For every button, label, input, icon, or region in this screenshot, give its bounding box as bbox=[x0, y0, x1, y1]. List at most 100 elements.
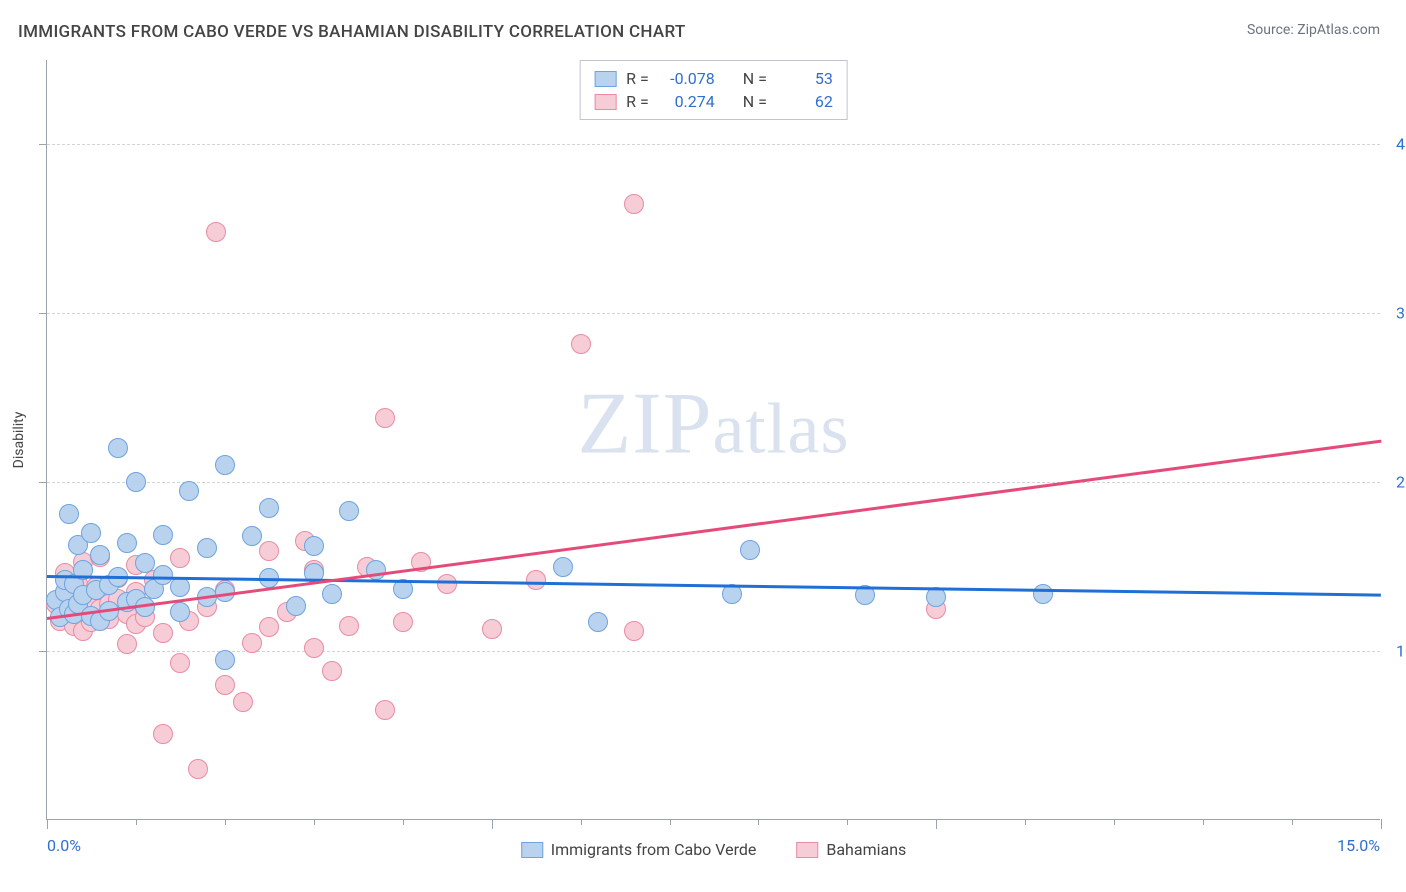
scatter-point-cabo_verde bbox=[126, 472, 146, 492]
scatter-point-cabo_verde bbox=[197, 538, 217, 558]
scatter-point-bahamians bbox=[233, 692, 253, 712]
x-tick-mark bbox=[1203, 819, 1204, 825]
scatter-point-bahamians bbox=[624, 621, 644, 641]
scatter-point-cabo_verde bbox=[588, 612, 608, 632]
scatter-point-bahamians bbox=[153, 623, 173, 643]
y-tick-label: 20.0% bbox=[1386, 473, 1406, 492]
y-tick-label: 40.0% bbox=[1386, 135, 1406, 154]
scatter-point-cabo_verde bbox=[339, 501, 359, 521]
scatter-point-bahamians bbox=[571, 334, 591, 354]
r-value-bahamians: 0.274 bbox=[659, 92, 715, 111]
scatter-point-bahamians bbox=[259, 541, 279, 561]
scatter-point-cabo_verde bbox=[135, 553, 155, 573]
y-tick-label: 30.0% bbox=[1386, 304, 1406, 323]
scatter-point-bahamians bbox=[393, 612, 413, 632]
plot-area: Disability ZIPatlas R = -0.078 N = 53 R … bbox=[46, 60, 1380, 820]
source-link[interactable]: ZipAtlas.com bbox=[1297, 22, 1380, 38]
scatter-point-bahamians bbox=[242, 633, 262, 653]
scatter-point-bahamians bbox=[170, 653, 190, 673]
scatter-point-cabo_verde bbox=[242, 526, 262, 546]
n-label: N = bbox=[743, 92, 767, 111]
scatter-point-cabo_verde bbox=[322, 584, 342, 604]
scatter-point-bahamians bbox=[624, 194, 644, 214]
scatter-point-bahamians bbox=[375, 408, 395, 428]
x-tick-mark bbox=[1292, 819, 1293, 825]
source-attribution: Source: ZipAtlas.com bbox=[1247, 22, 1380, 38]
x-tick-mark bbox=[136, 819, 137, 825]
y-tick-mark bbox=[39, 313, 47, 314]
swatch-bahamians bbox=[796, 842, 818, 858]
r-label: R = bbox=[626, 69, 649, 88]
scatter-point-cabo_verde bbox=[366, 560, 386, 580]
scatter-point-cabo_verde bbox=[304, 536, 324, 556]
x-tick-mark bbox=[581, 819, 582, 825]
x-tick-mark bbox=[492, 819, 493, 829]
scatter-point-bahamians bbox=[215, 675, 235, 695]
y-tick-mark bbox=[39, 651, 47, 652]
scatter-point-cabo_verde bbox=[259, 498, 279, 518]
watermark: ZIPatlas bbox=[578, 374, 850, 475]
correlation-legend: R = -0.078 N = 53 R = 0.274 N = 62 bbox=[579, 60, 848, 120]
legend-item-cabo-verde: Immigrants from Cabo Verde bbox=[521, 840, 757, 859]
scatter-point-cabo_verde bbox=[553, 557, 573, 577]
legend-label-cabo-verde: Immigrants from Cabo Verde bbox=[551, 840, 757, 859]
y-tick-label: 10.0% bbox=[1386, 642, 1406, 661]
legend-row-bahamians: R = 0.274 N = 62 bbox=[594, 90, 833, 113]
scatter-point-cabo_verde bbox=[170, 602, 190, 622]
scatter-point-cabo_verde bbox=[286, 596, 306, 616]
gridline bbox=[47, 144, 1380, 145]
x-tick-mark bbox=[847, 819, 848, 825]
scatter-point-bahamians bbox=[188, 759, 208, 779]
scatter-point-bahamians bbox=[117, 634, 137, 654]
scatter-point-cabo_verde bbox=[108, 438, 128, 458]
x-tick-mark bbox=[936, 819, 937, 829]
x-tick-mark bbox=[47, 819, 48, 829]
y-tick-mark bbox=[39, 144, 47, 145]
swatch-cabo-verde bbox=[594, 71, 616, 87]
swatch-cabo-verde bbox=[521, 842, 543, 858]
x-tick-label: 15.0% bbox=[1337, 836, 1380, 855]
scatter-point-cabo_verde bbox=[59, 504, 79, 524]
x-tick-mark bbox=[1381, 819, 1382, 829]
series-legend: Immigrants from Cabo Verde Bahamians bbox=[521, 840, 907, 859]
scatter-point-cabo_verde bbox=[1033, 584, 1053, 604]
scatter-point-bahamians bbox=[375, 700, 395, 720]
scatter-point-cabo_verde bbox=[153, 565, 173, 585]
r-value-cabo-verde: -0.078 bbox=[659, 69, 715, 88]
scatter-point-cabo_verde bbox=[179, 481, 199, 501]
scatter-point-bahamians bbox=[482, 619, 502, 639]
scatter-point-cabo_verde bbox=[215, 650, 235, 670]
scatter-point-cabo_verde bbox=[215, 455, 235, 475]
gridline bbox=[47, 482, 1380, 483]
chart-title: IMMIGRANTS FROM CABO VERDE VS BAHAMIAN D… bbox=[18, 22, 686, 42]
scatter-point-bahamians bbox=[304, 638, 324, 658]
y-tick-mark bbox=[39, 482, 47, 483]
gridline bbox=[47, 313, 1380, 314]
scatter-point-cabo_verde bbox=[170, 577, 190, 597]
x-tick-mark bbox=[314, 819, 315, 825]
x-tick-mark bbox=[758, 819, 759, 825]
swatch-bahamians bbox=[594, 94, 616, 110]
trendline-cabo_verde bbox=[47, 575, 1381, 596]
scatter-point-cabo_verde bbox=[117, 533, 137, 553]
scatter-point-cabo_verde bbox=[153, 525, 173, 545]
scatter-point-bahamians bbox=[206, 222, 226, 242]
x-tick-mark bbox=[403, 819, 404, 825]
scatter-point-bahamians bbox=[170, 548, 190, 568]
legend-item-bahamians: Bahamians bbox=[796, 840, 906, 859]
x-tick-label: 0.0% bbox=[47, 836, 81, 855]
scatter-point-bahamians bbox=[153, 724, 173, 744]
x-tick-mark bbox=[1025, 819, 1026, 825]
legend-row-cabo-verde: R = -0.078 N = 53 bbox=[594, 67, 833, 90]
scatter-point-bahamians bbox=[322, 661, 342, 681]
scatter-point-bahamians bbox=[259, 617, 279, 637]
x-tick-mark bbox=[670, 819, 671, 825]
scatter-point-cabo_verde bbox=[81, 523, 101, 543]
y-axis-label: Disability bbox=[11, 411, 27, 468]
scatter-point-bahamians bbox=[526, 570, 546, 590]
source-prefix: Source: bbox=[1247, 22, 1297, 38]
x-tick-mark bbox=[225, 819, 226, 825]
scatter-point-cabo_verde bbox=[90, 545, 110, 565]
scatter-point-bahamians bbox=[437, 574, 457, 594]
scatter-point-cabo_verde bbox=[740, 540, 760, 560]
